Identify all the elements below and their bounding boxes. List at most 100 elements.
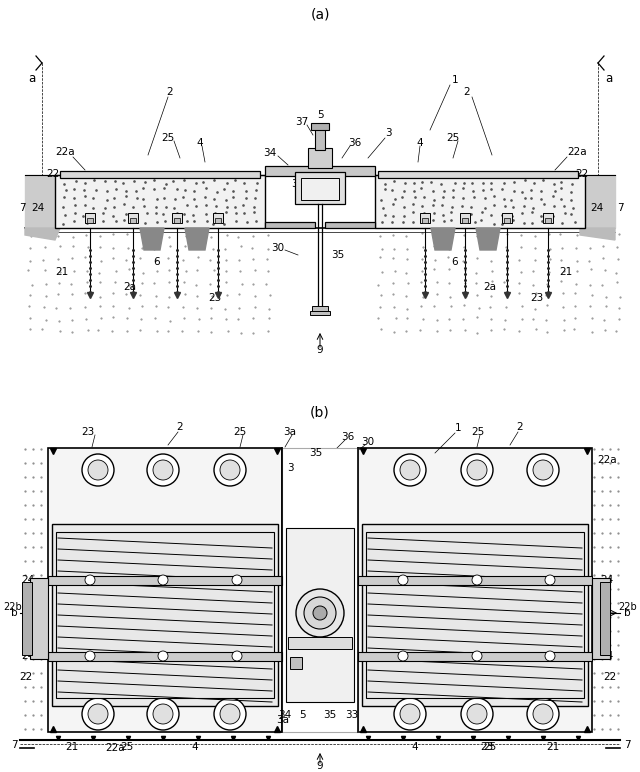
Text: 23: 23 bbox=[209, 293, 221, 303]
Bar bbox=[308, 148, 332, 168]
Bar bbox=[358, 576, 592, 585]
Text: 5: 5 bbox=[300, 710, 307, 720]
Circle shape bbox=[153, 704, 173, 724]
Bar bbox=[55, 175, 265, 228]
Bar bbox=[85, 213, 95, 223]
Bar bbox=[48, 448, 282, 732]
Circle shape bbox=[85, 651, 95, 661]
Text: 36: 36 bbox=[348, 138, 362, 148]
Polygon shape bbox=[140, 228, 164, 250]
Text: 3: 3 bbox=[287, 463, 293, 473]
Bar bbox=[48, 576, 282, 585]
Text: 25: 25 bbox=[120, 742, 134, 752]
Circle shape bbox=[472, 651, 482, 661]
Circle shape bbox=[296, 589, 344, 637]
Bar bbox=[52, 524, 278, 706]
Bar bbox=[265, 222, 315, 228]
Text: 5: 5 bbox=[317, 110, 323, 120]
Bar bbox=[362, 524, 588, 706]
Bar bbox=[87, 218, 93, 223]
Bar bbox=[310, 311, 330, 315]
Circle shape bbox=[313, 606, 327, 620]
Bar bbox=[282, 448, 358, 732]
Bar bbox=[290, 657, 302, 669]
Bar bbox=[265, 166, 375, 176]
Circle shape bbox=[304, 597, 336, 629]
Text: 22a: 22a bbox=[567, 147, 587, 157]
Circle shape bbox=[533, 460, 553, 480]
Circle shape bbox=[545, 575, 555, 585]
Text: 22: 22 bbox=[604, 672, 616, 682]
Circle shape bbox=[220, 704, 240, 724]
Text: 38: 38 bbox=[291, 179, 305, 189]
Text: 23: 23 bbox=[481, 742, 493, 752]
Text: 22a: 22a bbox=[105, 743, 125, 753]
Text: 21: 21 bbox=[56, 267, 68, 277]
Bar bbox=[174, 218, 180, 223]
Text: b: b bbox=[11, 608, 17, 618]
Text: 22a: 22a bbox=[597, 455, 617, 465]
Bar bbox=[600, 582, 610, 655]
Text: 34: 34 bbox=[278, 710, 292, 720]
Text: 3: 3 bbox=[385, 128, 391, 138]
Bar bbox=[460, 213, 470, 223]
Circle shape bbox=[232, 651, 242, 661]
Circle shape bbox=[88, 460, 108, 480]
Bar bbox=[462, 218, 468, 223]
Text: 22b: 22b bbox=[619, 602, 637, 612]
Text: 21: 21 bbox=[547, 742, 559, 752]
Text: 21: 21 bbox=[559, 267, 573, 277]
Circle shape bbox=[472, 575, 482, 585]
Text: 22b: 22b bbox=[4, 602, 22, 612]
Text: 3a: 3a bbox=[284, 427, 296, 437]
Circle shape bbox=[88, 704, 108, 724]
Text: 35: 35 bbox=[309, 448, 323, 458]
Circle shape bbox=[220, 460, 240, 480]
Polygon shape bbox=[476, 228, 500, 250]
Text: a: a bbox=[28, 72, 36, 84]
Text: 25: 25 bbox=[446, 133, 460, 143]
Bar bbox=[504, 218, 510, 223]
Bar bbox=[325, 222, 375, 228]
Bar bbox=[543, 213, 553, 223]
Text: 35: 35 bbox=[323, 710, 337, 720]
Polygon shape bbox=[580, 228, 615, 240]
Bar bbox=[420, 213, 430, 223]
Circle shape bbox=[527, 698, 559, 730]
Bar bbox=[545, 218, 551, 223]
Text: 37: 37 bbox=[296, 117, 308, 127]
Text: 23: 23 bbox=[81, 427, 95, 437]
Text: 2a: 2a bbox=[483, 282, 497, 292]
Text: 23: 23 bbox=[531, 293, 543, 303]
Text: 9: 9 bbox=[317, 345, 323, 355]
Bar bbox=[295, 172, 345, 204]
Circle shape bbox=[461, 698, 493, 730]
Bar bbox=[128, 213, 138, 223]
Text: 25: 25 bbox=[161, 133, 175, 143]
Circle shape bbox=[85, 575, 95, 585]
Text: 24: 24 bbox=[590, 203, 604, 213]
Text: 22: 22 bbox=[19, 672, 33, 682]
Text: 1: 1 bbox=[454, 423, 461, 433]
Polygon shape bbox=[25, 228, 60, 240]
Circle shape bbox=[527, 454, 559, 486]
Text: 21: 21 bbox=[65, 742, 79, 752]
Polygon shape bbox=[25, 175, 60, 228]
Circle shape bbox=[398, 651, 408, 661]
Bar bbox=[130, 218, 136, 223]
Text: 22: 22 bbox=[575, 169, 589, 179]
Circle shape bbox=[467, 460, 487, 480]
Text: 9: 9 bbox=[317, 761, 323, 771]
Polygon shape bbox=[431, 228, 455, 250]
Text: 4: 4 bbox=[412, 742, 419, 752]
Bar bbox=[22, 582, 32, 655]
Text: 4: 4 bbox=[192, 742, 198, 752]
Bar bbox=[422, 218, 428, 223]
Bar bbox=[286, 528, 354, 702]
Bar bbox=[315, 128, 325, 150]
Text: 7: 7 bbox=[11, 740, 17, 750]
Circle shape bbox=[214, 454, 246, 486]
Polygon shape bbox=[185, 228, 209, 250]
Bar bbox=[213, 213, 223, 223]
Text: 3a: 3a bbox=[276, 715, 289, 725]
